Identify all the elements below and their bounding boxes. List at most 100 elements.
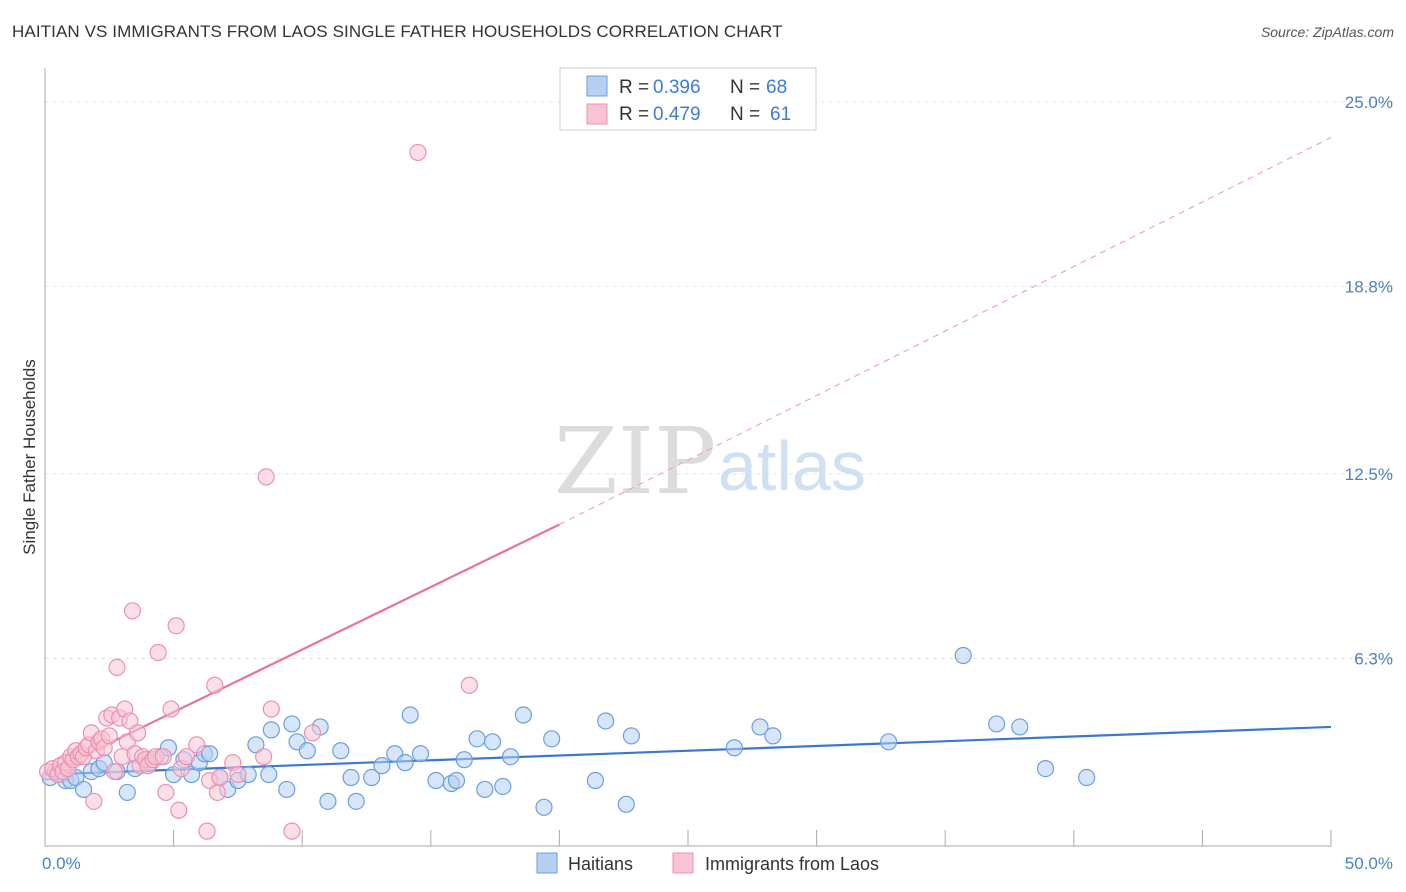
haitian-point [396, 754, 414, 772]
laos-point [100, 727, 118, 745]
haitian-point [342, 768, 360, 787]
haitian-point [751, 718, 769, 736]
laos-point [409, 143, 427, 162]
haitian-point [597, 712, 615, 730]
laos-point [211, 768, 229, 787]
haitian-point [483, 733, 502, 751]
haitian-point [586, 771, 605, 790]
haitian-point [447, 771, 466, 790]
haitian-point [260, 765, 278, 784]
y-tick-labels: 6.3% 12.5% 18.8% 25.0% [1345, 93, 1393, 669]
haitian-point [298, 742, 316, 760]
laos-point [188, 736, 206, 754]
haitian-point [468, 730, 486, 748]
legend-n-label-2: N = [730, 104, 760, 125]
haitian-point [283, 715, 301, 733]
laos-point [255, 748, 273, 766]
haitian-point [427, 771, 445, 790]
y-axis-label: Single Father Households [20, 359, 39, 555]
y-tick-label: 12.5% [1345, 465, 1393, 484]
trend-line-haitians [44, 725, 1332, 776]
laos-point [108, 658, 126, 676]
laos-point [85, 792, 103, 810]
y-tick-label: 6.3% [1354, 649, 1393, 668]
haitian-point [1011, 718, 1029, 736]
haitian-point [622, 727, 641, 745]
laos-point [177, 748, 196, 766]
haitian-point [514, 706, 532, 724]
source-label: Source: ZipAtlas.com [1260, 24, 1394, 40]
laos-point [170, 801, 188, 819]
haitian-point [880, 733, 898, 751]
laos-point [262, 700, 280, 718]
haitian-point [278, 780, 296, 799]
x-tick-label: 0.0% [42, 854, 81, 873]
legend-n-label-1: N = [730, 77, 760, 98]
haitian-point [363, 768, 381, 787]
haitian-point [262, 721, 280, 739]
haitian-point [247, 736, 265, 754]
x-tick-label: 50.0% [1345, 854, 1393, 873]
laos-point [162, 700, 180, 718]
haitian-point [373, 757, 391, 775]
haitian-point [411, 745, 430, 763]
laos-point [460, 676, 478, 694]
legend-r-value-2: 0.479 [653, 104, 701, 125]
haitian-point [347, 792, 365, 810]
haitian-point [1036, 760, 1055, 778]
watermark-atlas: atlas [718, 427, 866, 505]
legend-r-label-2: R = [619, 104, 649, 125]
laos-point [303, 724, 322, 742]
laos-point [154, 748, 172, 766]
bottom-legend: Haitians Immigrants from Laos [536, 852, 879, 874]
legend-swatch-haitians [586, 75, 608, 97]
gridlines [45, 101, 1395, 659]
bottom-legend-swatch-laos [672, 852, 694, 874]
haitian-point [988, 715, 1006, 733]
laos-point [123, 602, 142, 620]
laos-point [128, 724, 147, 742]
haitian-point [74, 780, 93, 799]
laos-point [157, 783, 175, 802]
haitian-point [455, 751, 473, 769]
laos-point [283, 822, 301, 840]
x-tick-labels: 0.0% 50.0% [42, 854, 1393, 873]
haitian-point [954, 646, 972, 665]
legend-n-value-2: 61 [770, 104, 791, 125]
stats-legend: R = 0.396 N = 68 R = 0.479 N = 61 [559, 67, 817, 131]
haitian-point [494, 777, 512, 796]
haitian-point [725, 739, 743, 757]
haitian-point [118, 783, 136, 802]
laos-point [149, 643, 167, 662]
y-tick-label: 25.0% [1345, 93, 1393, 112]
haitian-point [476, 780, 494, 799]
haitian-point [617, 795, 635, 813]
haitian-point [332, 742, 350, 760]
haitian-point [501, 748, 520, 766]
bottom-legend-swatch-haitians [536, 852, 558, 874]
haitian-point [535, 798, 553, 816]
haitian-point [1078, 768, 1096, 787]
legend-swatch-laos [586, 103, 608, 125]
haitian-point [543, 730, 561, 748]
laos-point [167, 617, 185, 635]
legend-r-value-1: 0.396 [653, 77, 701, 98]
trend-line-laos-extension [559, 136, 1332, 526]
legend-r-label-1: R = [619, 77, 649, 98]
chart-title: HAITIAN VS IMMIGRANTS FROM LAOS SINGLE F… [12, 22, 783, 41]
laos-point [121, 712, 139, 730]
bottom-legend-label-haitians: Haitians [568, 854, 633, 874]
haitian-point [319, 792, 337, 810]
laos-point [198, 822, 216, 840]
legend-n-value-1: 68 [766, 77, 787, 98]
watermark-zip: ZIP [554, 408, 716, 515]
laos-point [229, 765, 247, 784]
axes [44, 68, 1332, 847]
haitian-point [401, 706, 419, 724]
laos-point [208, 783, 226, 802]
haitian-point [764, 727, 782, 745]
data-points [38, 143, 1096, 840]
bottom-legend-label-laos: Immigrants from Laos [705, 854, 879, 874]
laos-point [105, 762, 124, 781]
